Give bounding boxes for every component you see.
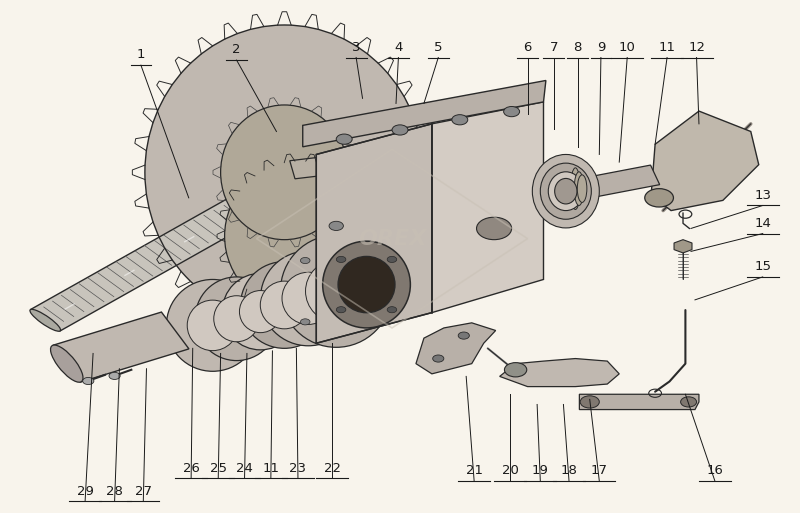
Ellipse shape: [225, 161, 376, 311]
Circle shape: [336, 134, 352, 144]
Text: 27: 27: [134, 485, 152, 498]
Ellipse shape: [281, 235, 392, 347]
Circle shape: [504, 107, 519, 116]
Ellipse shape: [532, 154, 599, 228]
Text: 19: 19: [532, 464, 549, 477]
Circle shape: [387, 256, 397, 263]
Circle shape: [362, 258, 372, 264]
Ellipse shape: [166, 280, 259, 371]
Circle shape: [645, 189, 674, 207]
Ellipse shape: [548, 172, 583, 210]
Text: 26: 26: [182, 462, 199, 475]
Text: 22: 22: [324, 462, 341, 475]
Ellipse shape: [554, 179, 577, 204]
Circle shape: [329, 221, 343, 230]
Ellipse shape: [222, 273, 298, 350]
Text: 18: 18: [561, 464, 578, 477]
Ellipse shape: [145, 25, 424, 320]
Circle shape: [458, 332, 470, 339]
Polygon shape: [416, 323, 496, 374]
Circle shape: [387, 307, 397, 313]
Ellipse shape: [282, 272, 334, 324]
Polygon shape: [302, 81, 546, 147]
Polygon shape: [30, 198, 259, 331]
Circle shape: [433, 355, 444, 362]
Ellipse shape: [366, 146, 394, 175]
Circle shape: [452, 115, 468, 125]
Circle shape: [580, 396, 599, 408]
Circle shape: [336, 307, 346, 313]
Text: 25: 25: [210, 462, 226, 475]
Text: OREX: OREX: [358, 229, 426, 249]
Text: 23: 23: [290, 462, 306, 475]
Ellipse shape: [338, 256, 395, 313]
Text: 28: 28: [106, 485, 123, 498]
Circle shape: [329, 278, 343, 287]
Ellipse shape: [260, 281, 309, 329]
Ellipse shape: [261, 251, 356, 346]
Ellipse shape: [214, 295, 259, 342]
Text: 10: 10: [618, 41, 636, 54]
Ellipse shape: [574, 172, 584, 206]
Text: 20: 20: [502, 464, 518, 477]
Circle shape: [477, 217, 512, 240]
Ellipse shape: [578, 175, 587, 203]
Text: 14: 14: [754, 217, 771, 230]
Text: 2: 2: [232, 44, 241, 56]
Ellipse shape: [306, 260, 367, 322]
Ellipse shape: [239, 290, 282, 332]
Text: 7: 7: [550, 41, 558, 54]
Ellipse shape: [50, 345, 83, 382]
Text: 4: 4: [394, 41, 402, 54]
Polygon shape: [579, 394, 699, 409]
Polygon shape: [432, 102, 543, 312]
Polygon shape: [500, 359, 619, 387]
Ellipse shape: [322, 241, 410, 328]
Ellipse shape: [195, 277, 278, 361]
Circle shape: [301, 258, 310, 264]
Polygon shape: [316, 124, 432, 343]
Ellipse shape: [241, 262, 328, 348]
Circle shape: [336, 256, 346, 263]
Text: 11: 11: [262, 462, 279, 475]
Ellipse shape: [540, 163, 591, 219]
Text: 21: 21: [466, 464, 482, 477]
Text: 3: 3: [352, 41, 361, 54]
Text: 24: 24: [236, 462, 253, 475]
Ellipse shape: [221, 105, 348, 240]
Ellipse shape: [187, 300, 238, 351]
Text: 13: 13: [754, 189, 771, 202]
Text: 1: 1: [137, 48, 145, 62]
Text: 15: 15: [754, 260, 771, 273]
Circle shape: [681, 397, 697, 407]
Circle shape: [109, 372, 120, 380]
Circle shape: [82, 378, 94, 385]
Text: 5: 5: [434, 41, 442, 54]
Polygon shape: [53, 312, 189, 382]
Ellipse shape: [570, 168, 580, 209]
Polygon shape: [290, 148, 402, 179]
Text: 12: 12: [688, 41, 705, 54]
Text: 17: 17: [591, 464, 608, 477]
Text: 6: 6: [523, 41, 532, 54]
Text: 29: 29: [77, 485, 94, 498]
Text: 11: 11: [658, 41, 675, 54]
Circle shape: [362, 319, 372, 325]
Text: 8: 8: [574, 41, 582, 54]
Polygon shape: [566, 165, 660, 201]
Ellipse shape: [30, 309, 61, 331]
Text: 16: 16: [706, 464, 723, 477]
Polygon shape: [651, 111, 758, 210]
Circle shape: [301, 319, 310, 325]
Text: 9: 9: [597, 41, 605, 54]
Circle shape: [505, 363, 526, 377]
Circle shape: [392, 125, 408, 135]
